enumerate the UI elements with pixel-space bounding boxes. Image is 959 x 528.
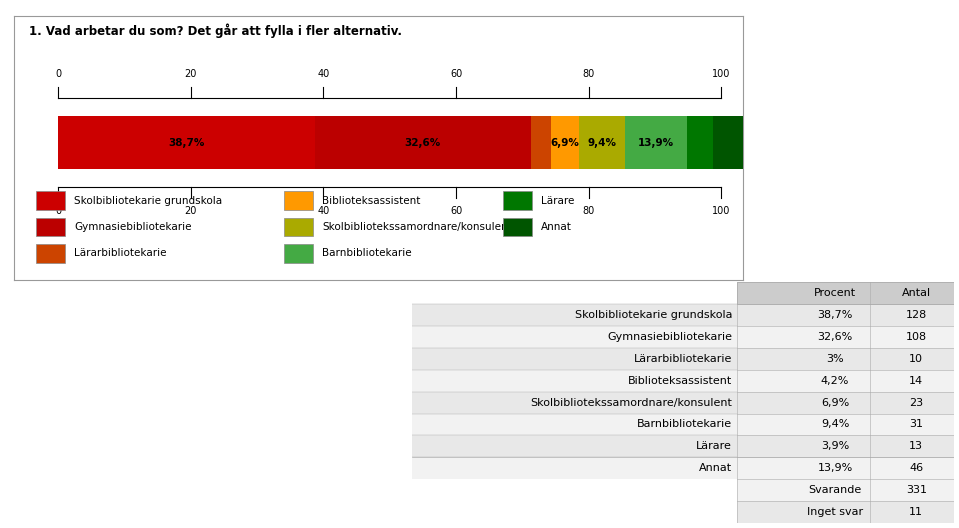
Text: Lärare: Lärare: [696, 441, 732, 451]
Bar: [412, 436, 954, 457]
Bar: [412, 326, 954, 348]
Text: Skolbibliotekssamordnare/konsulent: Skolbibliotekssamordnare/konsulent: [530, 398, 732, 408]
Bar: [284, 218, 314, 237]
Text: 60: 60: [450, 206, 462, 216]
Bar: [412, 348, 954, 370]
Bar: [737, 479, 954, 501]
Bar: [503, 191, 532, 210]
Text: Annat: Annat: [541, 222, 572, 232]
Bar: [550, 116, 579, 169]
Bar: [412, 370, 954, 392]
Text: 31: 31: [909, 419, 924, 429]
Text: 11: 11: [909, 507, 924, 517]
Text: 40: 40: [317, 206, 330, 216]
Text: Barnbibliotekarie: Barnbibliotekarie: [637, 419, 732, 429]
Bar: [687, 116, 713, 169]
Text: 60: 60: [450, 69, 462, 79]
Bar: [412, 304, 954, 326]
Text: 9,4%: 9,4%: [821, 419, 849, 429]
Text: 38,7%: 38,7%: [168, 138, 204, 147]
Text: 13,9%: 13,9%: [638, 138, 674, 147]
Bar: [284, 191, 314, 210]
Bar: [713, 116, 805, 169]
Bar: [624, 116, 687, 169]
Bar: [531, 116, 550, 169]
Text: Antal: Antal: [901, 288, 931, 298]
Text: Skolbibliotekarie grundskola: Skolbibliotekarie grundskola: [74, 196, 222, 205]
Text: Annat: Annat: [699, 463, 732, 473]
Text: 80: 80: [582, 69, 595, 79]
Bar: [412, 413, 954, 436]
Text: 0: 0: [55, 69, 61, 79]
Text: 100: 100: [713, 69, 731, 79]
Text: 4,2%: 4,2%: [821, 376, 849, 386]
Text: Procent: Procent: [814, 288, 856, 298]
Bar: [412, 457, 954, 479]
Bar: [579, 116, 624, 169]
Text: 128: 128: [905, 310, 927, 320]
Text: 108: 108: [905, 332, 926, 342]
Text: Lärare: Lärare: [541, 196, 574, 205]
Text: 331: 331: [906, 485, 926, 495]
Text: 40: 40: [317, 69, 330, 79]
Text: Lärarbibliotekarie: Lärarbibliotekarie: [634, 354, 732, 364]
Text: 38,7%: 38,7%: [817, 310, 853, 320]
Bar: [36, 244, 65, 263]
Bar: [503, 218, 532, 237]
Bar: [737, 501, 954, 523]
Text: Biblioteksassistent: Biblioteksassistent: [628, 376, 732, 386]
Text: 10: 10: [909, 354, 924, 364]
Text: Barnbibliotekarie: Barnbibliotekarie: [322, 249, 411, 258]
Text: 6,9%: 6,9%: [550, 138, 579, 147]
Bar: [36, 191, 65, 210]
Text: 100: 100: [713, 206, 731, 216]
Text: Skolbibliotekarie grundskola: Skolbibliotekarie grundskola: [574, 310, 732, 320]
Text: 20: 20: [184, 206, 197, 216]
Text: Inget svar: Inget svar: [807, 507, 863, 517]
Text: 20: 20: [184, 69, 197, 79]
Text: Gymnasiebibliotekarie: Gymnasiebibliotekarie: [74, 222, 192, 232]
Text: 32,6%: 32,6%: [817, 332, 853, 342]
Bar: [737, 282, 954, 304]
Text: 23: 23: [909, 398, 924, 408]
Text: Biblioteksassistent: Biblioteksassistent: [322, 196, 420, 205]
Text: 3%: 3%: [827, 354, 844, 364]
Text: Lärarbibliotekarie: Lärarbibliotekarie: [74, 249, 167, 258]
Text: Gymnasiebibliotekarie: Gymnasiebibliotekarie: [607, 332, 732, 342]
Bar: [412, 392, 954, 413]
Text: 6,9%: 6,9%: [821, 398, 849, 408]
Text: 32,6%: 32,6%: [405, 138, 441, 147]
Text: 3,9%: 3,9%: [821, 441, 849, 451]
Bar: [58, 116, 315, 169]
Bar: [284, 244, 314, 263]
Bar: [36, 218, 65, 237]
Text: 14: 14: [909, 376, 924, 386]
Bar: [315, 116, 531, 169]
Text: 13: 13: [909, 441, 924, 451]
Text: Skolbibliotekssamordnare/konsulent: Skolbibliotekssamordnare/konsulent: [322, 222, 512, 232]
Text: 0: 0: [55, 206, 61, 216]
Text: 46: 46: [909, 463, 924, 473]
Text: 1. Vad arbetar du som? Det går att fylla i fler alternativ.: 1. Vad arbetar du som? Det går att fylla…: [29, 24, 402, 39]
Text: 13,9%: 13,9%: [817, 463, 853, 473]
Text: 9,4%: 9,4%: [587, 138, 616, 147]
Text: Svarande: Svarande: [808, 485, 861, 495]
Text: 80: 80: [582, 206, 595, 216]
